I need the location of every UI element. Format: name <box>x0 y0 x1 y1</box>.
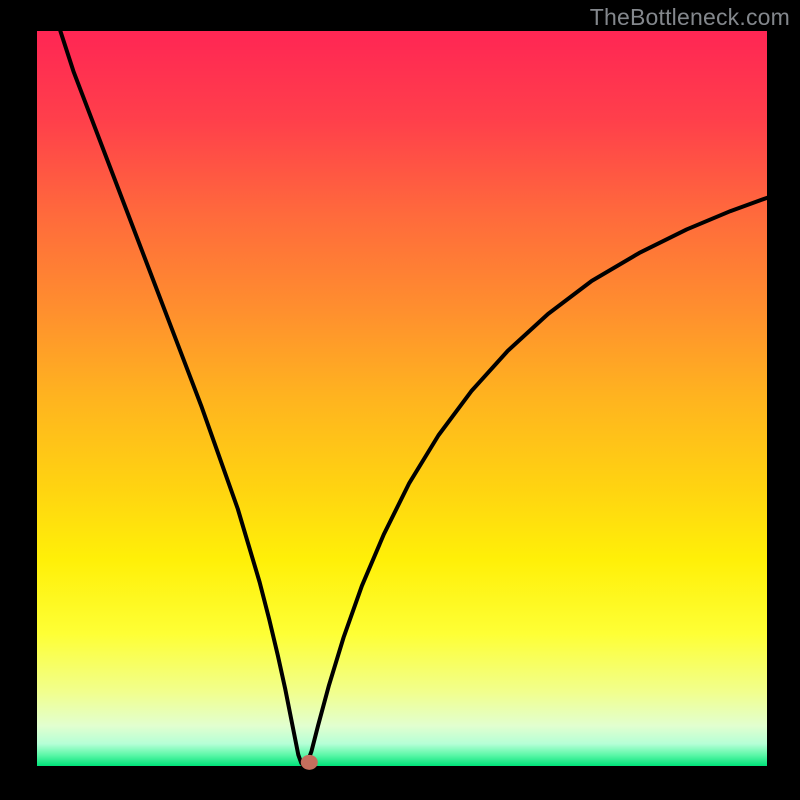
watermark-label: TheBottleneck.com <box>590 4 790 31</box>
minimum-marker <box>301 755 318 770</box>
bottleneck-chart <box>0 0 800 800</box>
plot-background <box>37 31 767 766</box>
